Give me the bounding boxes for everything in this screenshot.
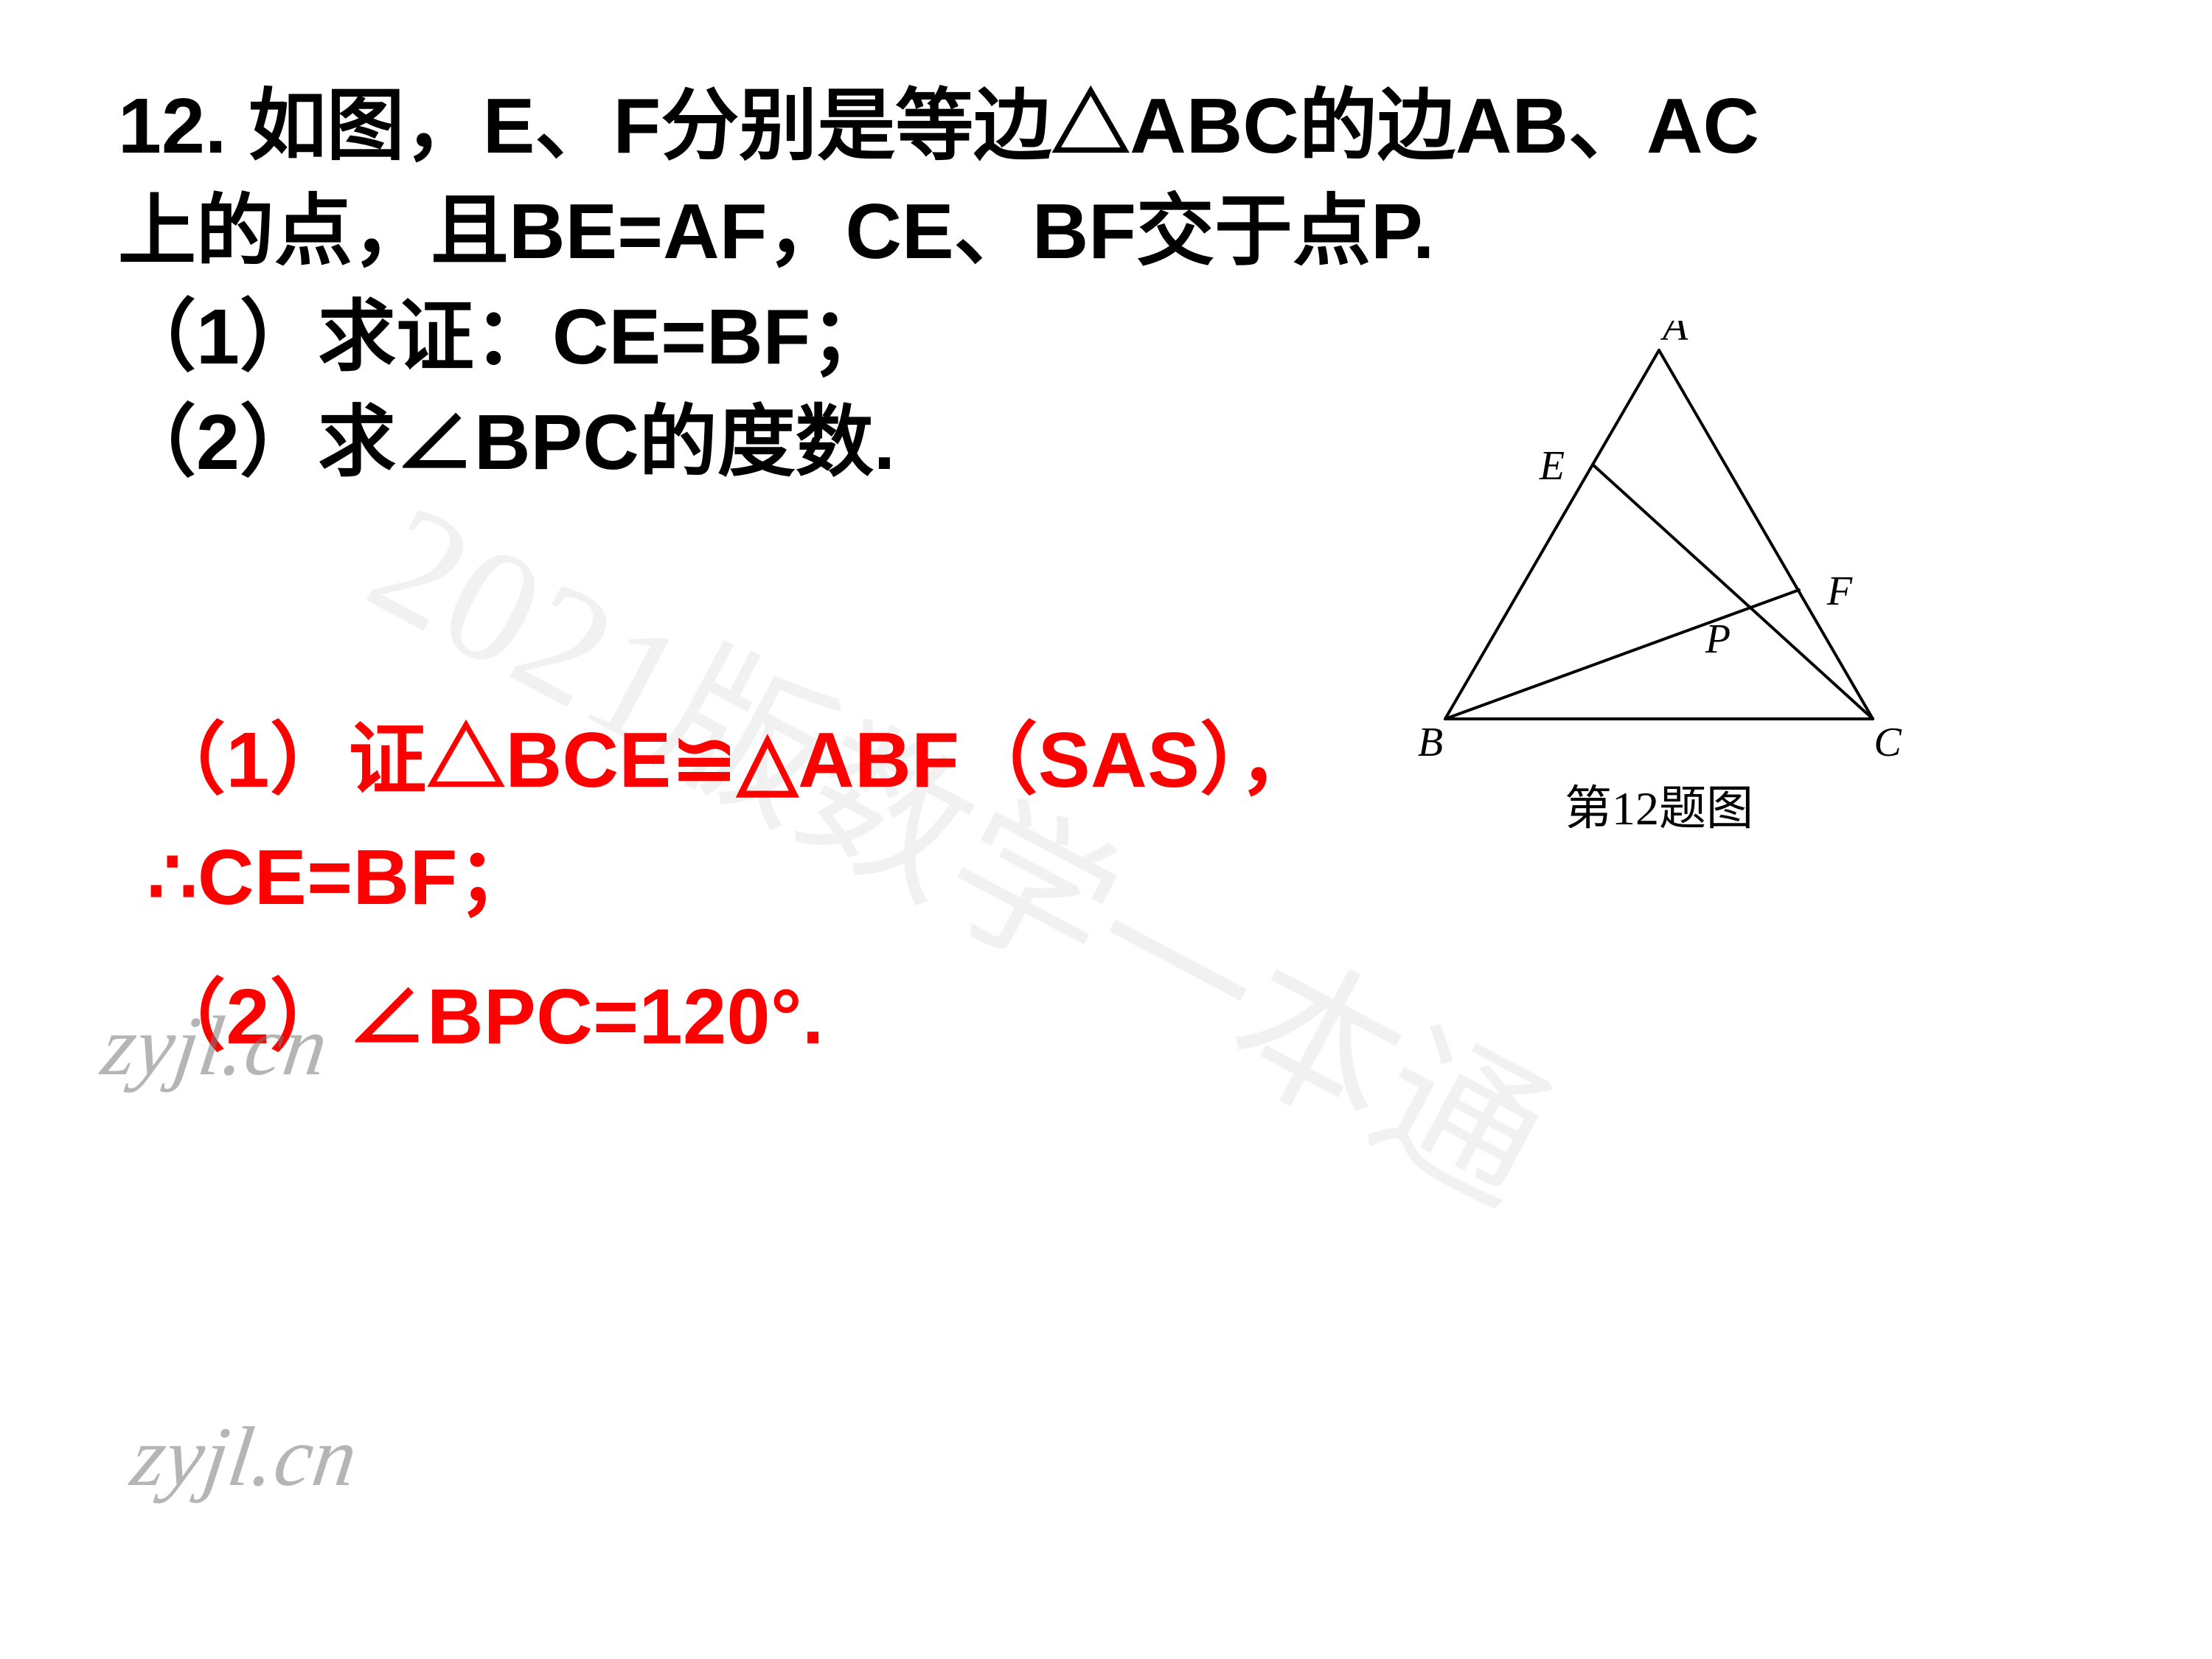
answer-line-3: （2）∠BPC=120°. [147,959,2109,1076]
svg-text:C: C [1874,720,1902,763]
triangle-svg: A B C E F P [1379,321,1939,763]
svg-text:P: P [1705,616,1731,662]
question-line-2: 上的点，且BE=AF，CE、BF交于点P. [118,179,2109,285]
svg-text:E: E [1539,443,1565,489]
triangle-figure: A B C E F P 第12题图 [1379,321,1939,838]
question-line-1: 12. 如图，E、F分别是等边△ABC的边AB、AC [118,74,2109,179]
svg-text:F: F [1826,568,1853,614]
watermark-2: zyjl.cn [126,1408,364,1506]
svg-text:A: A [1660,321,1688,349]
figure-caption: 第12题图 [1379,771,1939,838]
svg-text:B: B [1418,720,1443,763]
